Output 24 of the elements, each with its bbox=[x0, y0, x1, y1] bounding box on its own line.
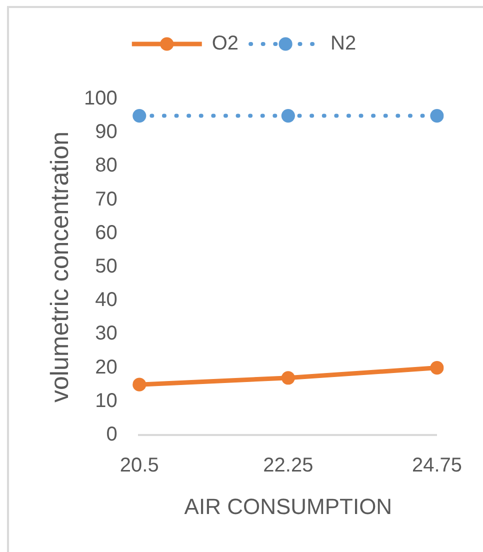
y-tick-label: 50 bbox=[95, 256, 118, 278]
point bbox=[430, 361, 444, 375]
y-tick-label: 70 bbox=[95, 188, 118, 210]
x-tick-label: 22.25 bbox=[263, 454, 314, 477]
y-tick-label: 10 bbox=[95, 390, 118, 412]
point bbox=[132, 109, 146, 123]
x-tick-label: 20.5 bbox=[120, 454, 159, 477]
point bbox=[281, 109, 295, 123]
legend-label: N2 bbox=[330, 32, 356, 55]
point bbox=[132, 378, 146, 392]
point bbox=[281, 371, 295, 385]
x-axis-title: AIR CONSUMPTION bbox=[184, 494, 392, 520]
point bbox=[430, 109, 444, 123]
y-tick-label: 20 bbox=[95, 356, 118, 378]
y-tick-label: 0 bbox=[106, 424, 118, 446]
y-axis-title: volumetric concentration bbox=[46, 132, 74, 402]
y-tick-label: 80 bbox=[95, 154, 118, 177]
y-tick-label: 30 bbox=[95, 322, 118, 345]
y-tick-label: 100 bbox=[84, 88, 118, 110]
y-tick-label: 90 bbox=[95, 121, 118, 144]
x-tick-label: 24.75 bbox=[412, 454, 462, 477]
y-tick-label: 60 bbox=[95, 222, 118, 244]
y-tick-label: 40 bbox=[95, 289, 118, 312]
legend-label: O2 bbox=[212, 32, 239, 55]
